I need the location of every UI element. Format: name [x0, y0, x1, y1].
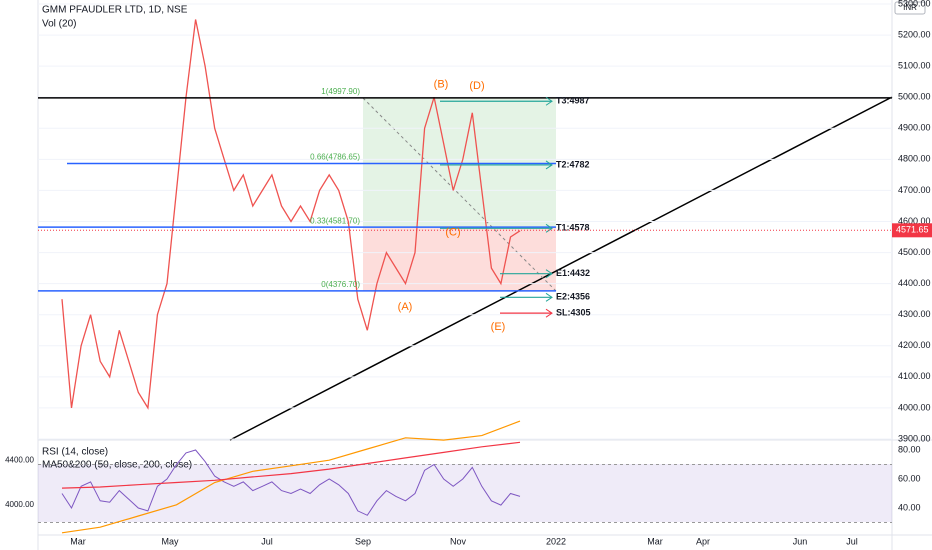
rsi-title: RSI (14, close) [42, 447, 108, 458]
y-tick-label: 4000.00 [898, 402, 931, 412]
x-tick-label: Apr [696, 536, 710, 546]
rsi-tick-label: 60.00 [898, 473, 921, 483]
fib-label: 0.33(4581.70) [310, 216, 360, 225]
loss-zone [363, 228, 556, 291]
target-label: T2:4782 [556, 159, 590, 169]
last-price-tag [892, 223, 932, 238]
ma-tick-label: 4400.00 [5, 455, 34, 464]
target-arrow [545, 308, 553, 318]
x-tick-label: 2022 [546, 536, 566, 546]
currency-box [894, 1, 926, 15]
x-tick-label: Mar [70, 536, 86, 546]
x-tick-label: Mar [647, 536, 663, 546]
y-tick-label: 4800.00 [898, 154, 931, 164]
y-tick-label: 5000.00 [898, 92, 931, 102]
y-tick-label: 4300.00 [898, 309, 931, 319]
target-label: T1:4578 [556, 223, 590, 233]
fib-label: 0(4376.70) [321, 280, 360, 289]
ma-title: MA50&200 (50, close, 200, close) [42, 460, 192, 471]
wave-label: (B) [434, 79, 449, 91]
ma-line [61, 420, 521, 534]
target-arrow [545, 96, 553, 106]
target-label: E1:4432 [556, 268, 590, 278]
wave-label: (C) [445, 226, 460, 238]
y-tick-label: 4100.00 [898, 371, 931, 381]
y-tick-label: 4700.00 [898, 185, 931, 195]
rsi-tick-label: 80.00 [898, 444, 921, 454]
y-tick-label: 4600.00 [898, 216, 931, 226]
target-label: E2:4356 [556, 292, 590, 302]
target-arrow [545, 292, 553, 302]
x-tick-label: Jul [261, 536, 273, 546]
y-tick-label: 5100.00 [898, 61, 931, 71]
y-tick-label: 3900.00 [898, 433, 931, 443]
ma-tick-label: 4000.00 [5, 500, 34, 509]
volume-label: Vol (20) [42, 19, 76, 30]
target-arrow [545, 269, 553, 279]
target-arrow [545, 223, 553, 233]
target-label: T3:4987 [556, 96, 590, 106]
ma-line [61, 441, 521, 489]
x-tick-label: Sep [355, 536, 371, 546]
wave-label: (A) [398, 301, 413, 313]
wave-label: (E) [491, 321, 506, 333]
fib-label: 0.66(4786.65) [310, 153, 360, 162]
x-tick-label: Jun [793, 536, 808, 546]
rsi-band [38, 464, 892, 522]
wave-label: (D) [469, 80, 484, 92]
y-tick-label: 4400.00 [898, 278, 931, 288]
target-label: SL:4305 [556, 308, 591, 318]
chart-title: GMM PFAUDLER LTD, 1D, NSE [42, 5, 188, 16]
x-tick-label: May [161, 536, 179, 546]
y-tick-label: 5200.00 [898, 29, 931, 39]
fib-label: 1(4997.90) [321, 87, 360, 96]
trend-line [229, 96, 893, 441]
y-tick-label: 4900.00 [898, 123, 931, 133]
y-tick-label: 4200.00 [898, 340, 931, 350]
rsi-tick-label: 40.00 [898, 502, 921, 512]
x-tick-label: Jul [846, 536, 858, 546]
y-tick-label: 4500.00 [898, 247, 931, 257]
price-line [61, 19, 521, 410]
rsi-line [61, 449, 521, 516]
y-tick-label: 5300.00 [898, 0, 931, 8]
last-price-label: 4571.65 [896, 225, 929, 235]
target-arrow [545, 160, 553, 170]
currency: INR [903, 3, 917, 12]
x-tick-label: Nov [450, 536, 467, 546]
